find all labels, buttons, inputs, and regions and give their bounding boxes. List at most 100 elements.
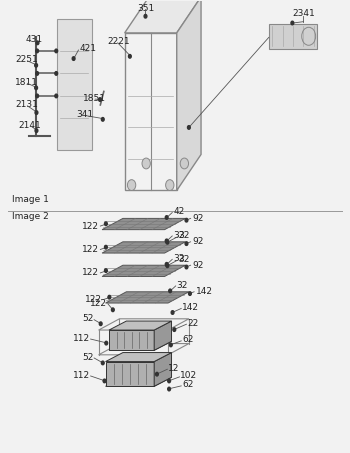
Text: 112: 112 [73,371,90,380]
Text: 421: 421 [79,44,97,53]
Circle shape [105,222,107,226]
Circle shape [165,239,168,243]
Circle shape [55,49,58,53]
Polygon shape [106,292,189,303]
Text: 52: 52 [82,314,93,323]
Text: 92: 92 [193,237,204,246]
Circle shape [166,180,174,190]
Circle shape [36,94,38,98]
Circle shape [142,158,150,169]
Polygon shape [154,321,172,350]
Circle shape [102,361,104,365]
Text: 32: 32 [177,280,188,289]
Text: 112: 112 [73,334,90,342]
Text: 22: 22 [187,319,198,328]
Circle shape [36,41,39,44]
Circle shape [103,379,106,383]
Circle shape [171,311,174,314]
Text: 122: 122 [82,245,99,254]
Polygon shape [109,330,154,350]
Circle shape [169,289,172,293]
Text: 2221: 2221 [107,38,130,46]
Circle shape [72,57,75,60]
Polygon shape [57,19,92,150]
Text: 351: 351 [137,4,154,13]
Text: 62: 62 [182,381,193,390]
Text: 142: 142 [182,303,199,312]
Circle shape [166,241,169,244]
Circle shape [35,86,37,90]
Circle shape [35,129,38,132]
Text: 102: 102 [180,371,197,381]
Polygon shape [109,321,172,330]
Circle shape [102,117,104,121]
Text: 62: 62 [182,336,193,344]
Circle shape [105,341,108,345]
Polygon shape [102,242,186,253]
Circle shape [168,387,170,391]
Circle shape [105,246,107,249]
Circle shape [99,98,101,101]
Polygon shape [102,218,186,230]
Circle shape [165,216,168,219]
Polygon shape [109,341,172,350]
Text: 122: 122 [82,222,99,231]
Text: 2251: 2251 [15,55,38,64]
Polygon shape [125,0,201,33]
Text: 42: 42 [173,207,184,216]
Polygon shape [154,352,172,386]
Circle shape [185,218,188,222]
Circle shape [35,111,38,115]
Circle shape [111,308,114,312]
Polygon shape [106,352,172,361]
Circle shape [173,328,176,332]
Circle shape [188,125,190,129]
Circle shape [166,264,169,267]
Polygon shape [102,265,186,276]
Text: 32: 32 [178,231,190,241]
Polygon shape [177,0,201,190]
Text: 431: 431 [26,35,43,44]
Text: 2341: 2341 [292,10,315,19]
Text: 341: 341 [76,111,93,119]
Circle shape [36,49,38,53]
Text: 142: 142 [196,287,213,296]
Text: Image 1: Image 1 [12,195,49,204]
Circle shape [127,180,136,190]
Circle shape [55,94,58,98]
Circle shape [144,14,147,18]
Polygon shape [106,361,154,386]
Polygon shape [269,24,317,48]
Circle shape [189,292,191,295]
Text: 122: 122 [90,299,107,308]
Circle shape [36,72,38,75]
Text: 32: 32 [173,254,185,263]
Circle shape [180,158,189,169]
Polygon shape [106,377,172,386]
Text: 1851: 1851 [83,94,106,103]
Circle shape [128,54,131,58]
Circle shape [165,263,168,266]
Text: 32: 32 [173,231,185,240]
Circle shape [108,295,111,299]
Text: 32: 32 [178,255,190,264]
Text: 52: 52 [82,352,93,361]
Circle shape [291,21,294,25]
Text: 12: 12 [168,364,180,373]
Text: 92: 92 [193,261,204,270]
Circle shape [55,72,58,75]
Text: 2141: 2141 [19,120,42,130]
Circle shape [185,265,188,269]
Circle shape [105,269,107,272]
Circle shape [185,242,188,246]
Circle shape [99,322,102,326]
Circle shape [155,372,158,376]
Circle shape [168,379,170,383]
Text: 122: 122 [85,295,102,304]
Text: 1811: 1811 [15,78,38,87]
Text: 2131: 2131 [15,101,38,110]
Text: 122: 122 [82,268,99,277]
Circle shape [35,63,37,67]
Text: 92: 92 [193,214,204,223]
Circle shape [169,343,172,347]
